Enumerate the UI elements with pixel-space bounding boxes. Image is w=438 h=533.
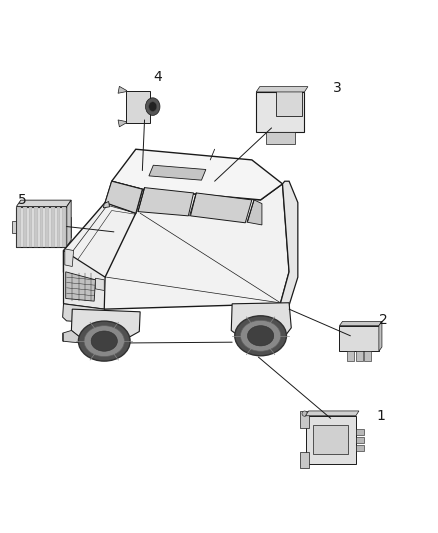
Polygon shape	[105, 181, 142, 213]
Polygon shape	[105, 181, 142, 213]
FancyBboxPatch shape	[51, 207, 55, 246]
FancyBboxPatch shape	[276, 88, 302, 116]
FancyBboxPatch shape	[347, 351, 354, 361]
Polygon shape	[118, 120, 127, 127]
FancyBboxPatch shape	[313, 425, 348, 454]
Polygon shape	[300, 452, 309, 468]
FancyBboxPatch shape	[28, 207, 32, 246]
Polygon shape	[280, 181, 298, 308]
Text: 5: 5	[18, 193, 26, 207]
Polygon shape	[112, 149, 283, 200]
Polygon shape	[379, 321, 382, 351]
Polygon shape	[95, 278, 104, 290]
Polygon shape	[63, 304, 105, 324]
Text: 3: 3	[333, 81, 342, 95]
Ellipse shape	[76, 282, 84, 292]
Ellipse shape	[235, 316, 286, 356]
FancyBboxPatch shape	[17, 207, 67, 246]
Polygon shape	[231, 303, 291, 342]
Polygon shape	[64, 203, 136, 277]
Text: 4: 4	[153, 70, 162, 84]
Ellipse shape	[145, 98, 160, 116]
FancyBboxPatch shape	[356, 351, 363, 361]
FancyBboxPatch shape	[356, 445, 364, 451]
Ellipse shape	[240, 320, 281, 351]
Text: 1: 1	[377, 409, 385, 423]
Polygon shape	[71, 309, 140, 343]
FancyBboxPatch shape	[364, 351, 371, 361]
Ellipse shape	[149, 102, 157, 111]
Polygon shape	[67, 200, 71, 246]
Polygon shape	[191, 193, 252, 223]
Polygon shape	[118, 86, 127, 93]
Polygon shape	[149, 165, 206, 180]
FancyBboxPatch shape	[67, 216, 71, 237]
FancyBboxPatch shape	[12, 221, 17, 232]
FancyBboxPatch shape	[356, 437, 364, 443]
Polygon shape	[66, 272, 95, 301]
Polygon shape	[64, 251, 105, 309]
FancyBboxPatch shape	[266, 132, 295, 144]
FancyBboxPatch shape	[40, 207, 43, 246]
Polygon shape	[339, 321, 382, 326]
Polygon shape	[65, 249, 74, 266]
FancyBboxPatch shape	[339, 326, 379, 351]
FancyBboxPatch shape	[23, 207, 27, 246]
Polygon shape	[305, 411, 359, 416]
FancyBboxPatch shape	[34, 207, 38, 246]
FancyBboxPatch shape	[356, 429, 364, 435]
Polygon shape	[17, 200, 71, 207]
FancyBboxPatch shape	[46, 207, 49, 246]
Ellipse shape	[302, 411, 307, 416]
Text: 2: 2	[379, 313, 388, 327]
FancyBboxPatch shape	[62, 207, 66, 246]
Polygon shape	[300, 411, 309, 427]
FancyBboxPatch shape	[305, 416, 356, 464]
Ellipse shape	[247, 326, 274, 346]
FancyBboxPatch shape	[256, 92, 304, 132]
Ellipse shape	[84, 326, 124, 357]
FancyBboxPatch shape	[18, 207, 21, 246]
Polygon shape	[247, 200, 262, 225]
Polygon shape	[138, 188, 194, 216]
Ellipse shape	[67, 312, 75, 319]
Ellipse shape	[91, 331, 117, 351]
Ellipse shape	[78, 321, 130, 361]
FancyBboxPatch shape	[57, 207, 60, 246]
Polygon shape	[63, 330, 88, 343]
FancyBboxPatch shape	[126, 91, 150, 123]
Polygon shape	[103, 201, 110, 208]
Polygon shape	[64, 184, 289, 309]
Polygon shape	[256, 86, 308, 92]
